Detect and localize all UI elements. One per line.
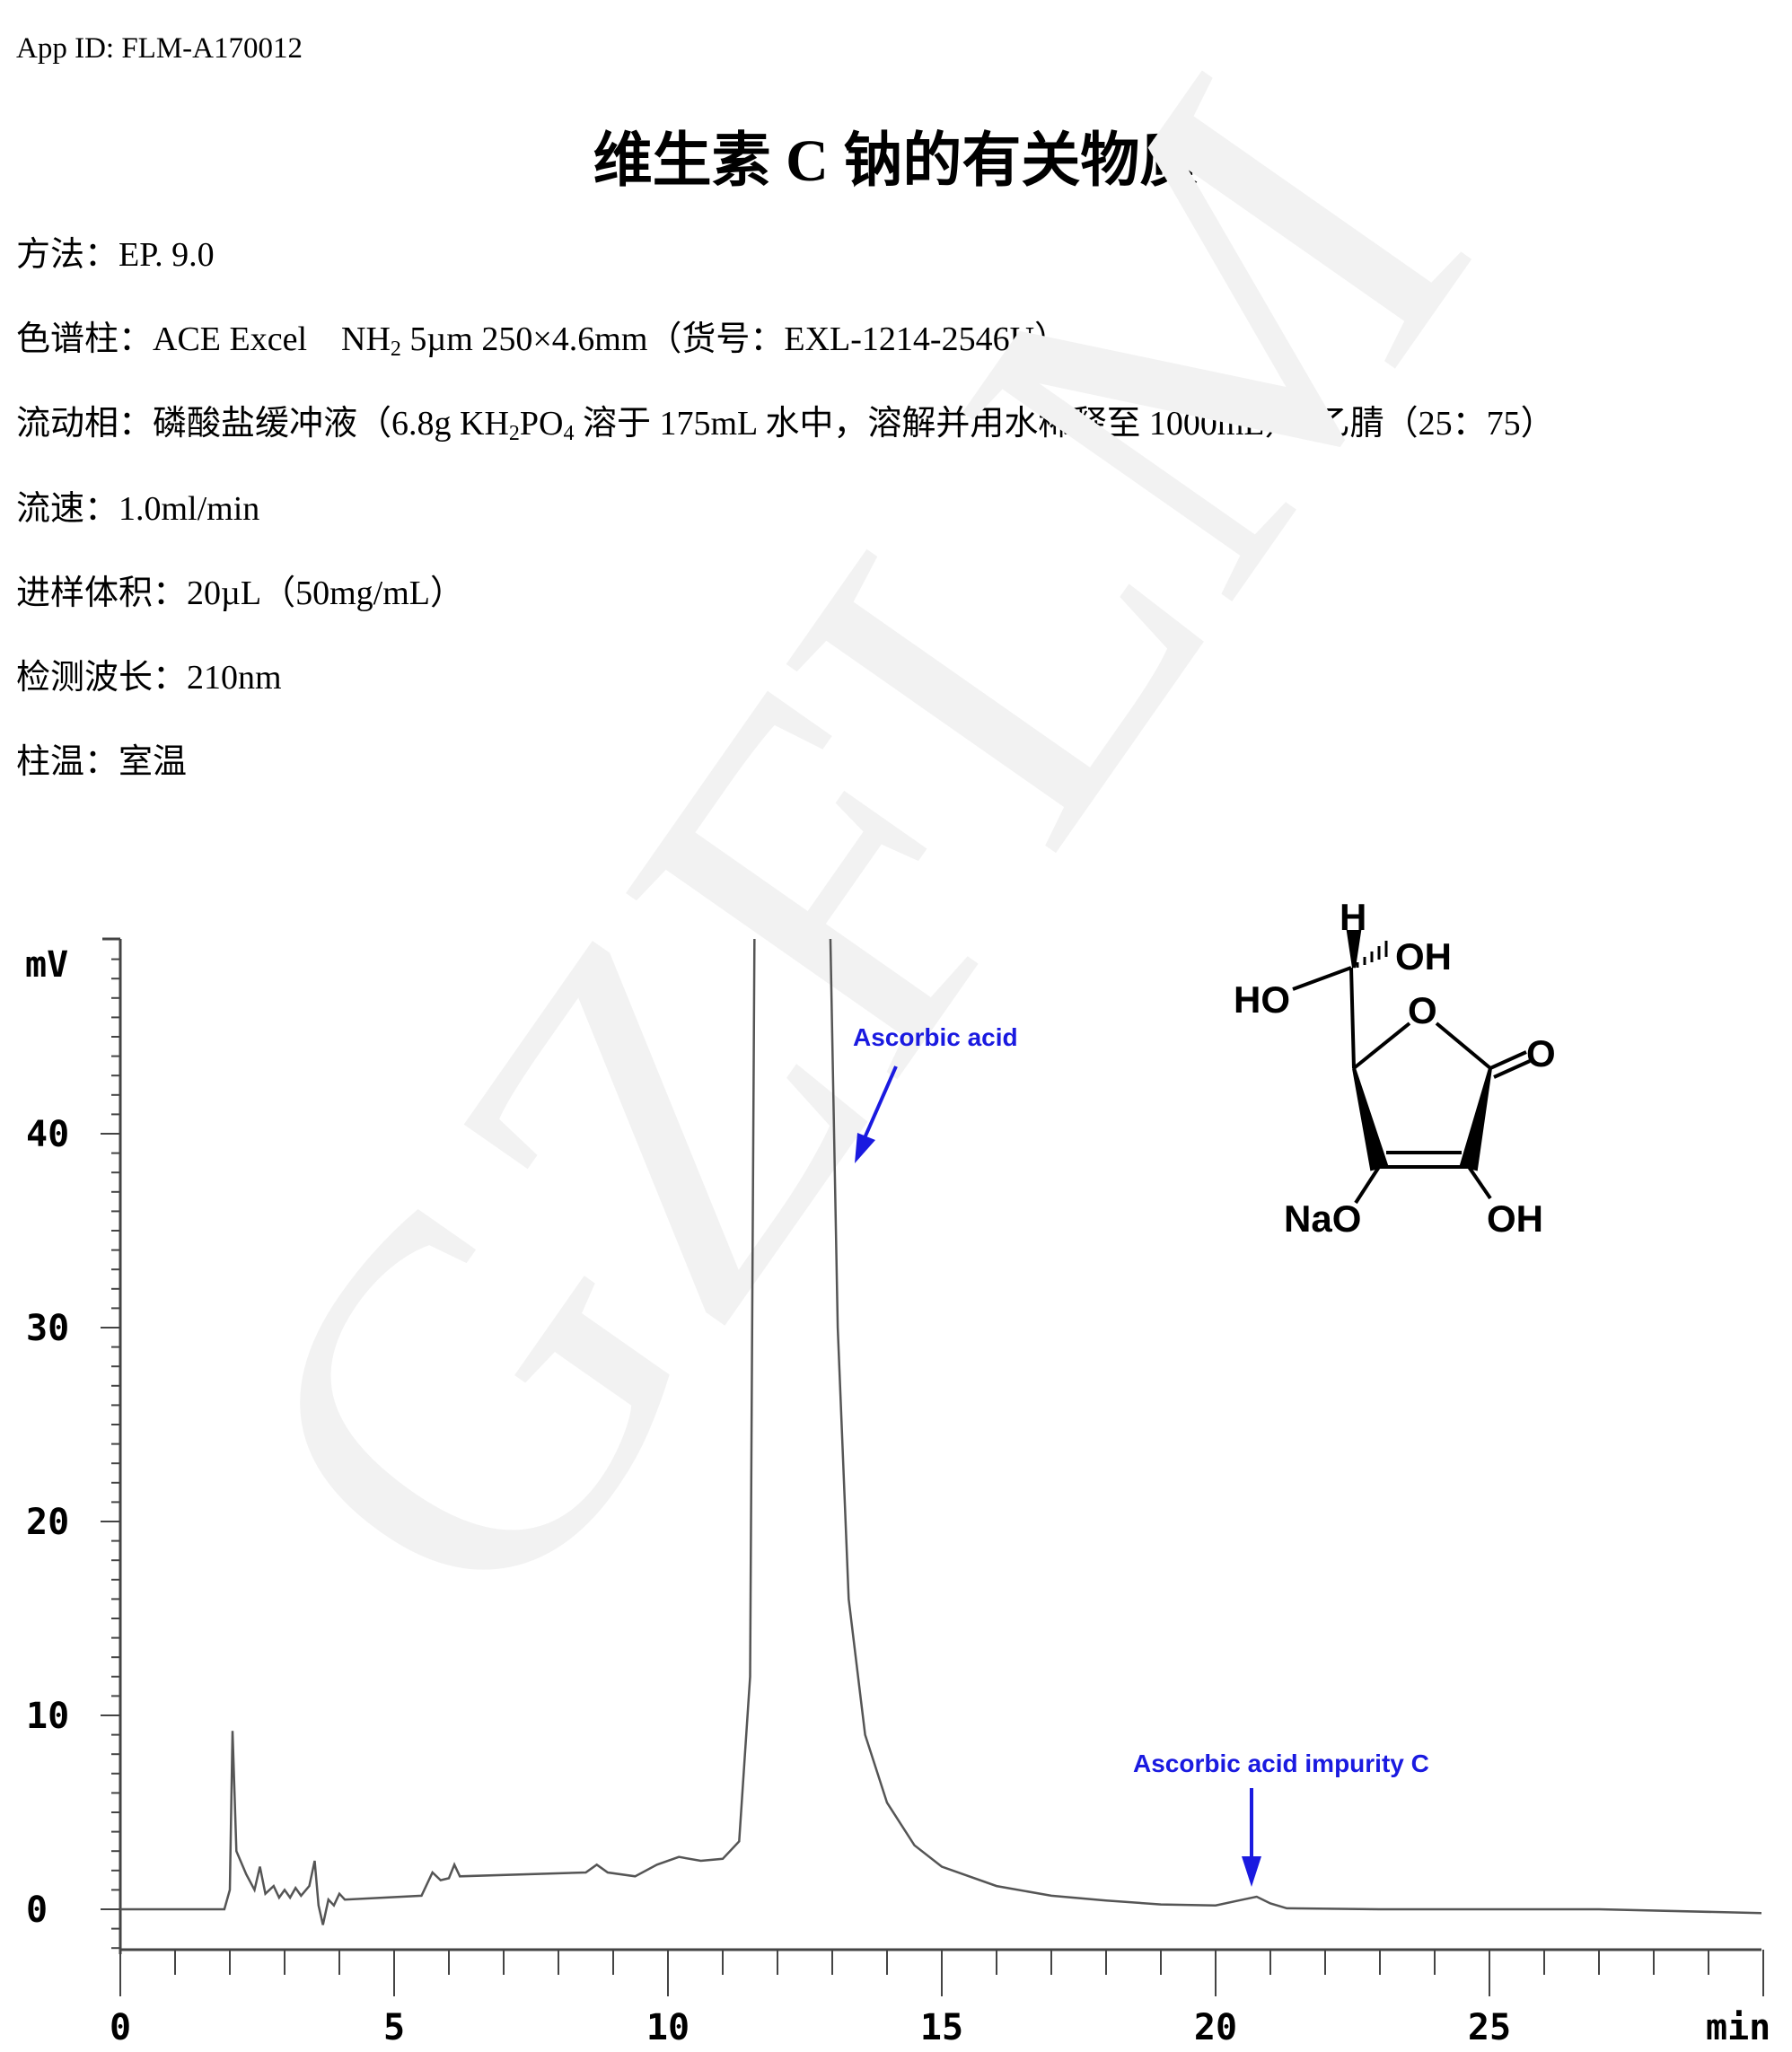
y-tick-label: 30 <box>26 1308 69 1349</box>
temperature-line: 柱温：室温 <box>16 743 188 781</box>
app-id: App ID: FLM-A170012 <box>16 32 303 65</box>
mobile-text-2: PO <box>519 405 564 443</box>
x-tick-label: 10 <box>646 2007 690 2048</box>
column-sub: 2 <box>390 338 401 361</box>
y-axis-label: mV <box>25 944 68 986</box>
x-tick-label: 20 <box>1194 2007 1237 2048</box>
label-o-carbonyl: O <box>1526 1032 1556 1074</box>
y-tick-label: 40 <box>26 1114 69 1155</box>
label-o-ring: O <box>1408 989 1437 1031</box>
wavelength-line: 检测波长：210nm <box>16 659 282 697</box>
page-title: 维生素 C 钠的有关物质 <box>593 128 1199 194</box>
x-tick-label: 0 <box>110 2007 131 2048</box>
injection-line: 进样体积：20µL（50mg/mL） <box>16 574 464 612</box>
y-tick-label: 10 <box>26 1696 69 1737</box>
y-tick-label: 0 <box>26 1890 48 1931</box>
label-nao: NaO <box>1284 1197 1361 1240</box>
label-h: H <box>1340 896 1366 938</box>
flow-line: 流速：1.0ml/min <box>16 490 260 528</box>
label-oh-top: OH <box>1395 935 1452 978</box>
watermark: GZFLM <box>136 0 1569 1706</box>
arrow-icon <box>1242 1788 1261 1887</box>
x-tick-label: 5 <box>383 2007 405 2048</box>
x-axis-label: min <box>1706 2007 1770 2048</box>
mobile-sub-1: 2 <box>508 422 520 445</box>
mobile-phase-line: 流动相：磷酸盐缓冲液（6.8g KH2PO4 溶于 175mL 水中，溶解并用水… <box>16 395 1555 446</box>
mobile-text: 流动相：磷酸盐缓冲液（6.8g KH <box>16 405 509 443</box>
mobile-sub-2: 4 <box>563 422 575 445</box>
annotation-impurity-c: Ascorbic acid impurity C <box>1133 1749 1429 1777</box>
y-tick-label: 20 <box>26 1502 69 1543</box>
x-tick-label: 25 <box>1468 2007 1511 2048</box>
mobile-text-3: 溶于 175mL 水中，溶解并用水稀释至 1000mL）–乙腈（25：75） <box>574 405 1555 443</box>
sodium-ascorbate-structure <box>1292 930 1531 1205</box>
annotation-ascorbic-acid: Ascorbic acid <box>853 1023 1018 1051</box>
label-ho: HO <box>1234 978 1290 1021</box>
hashed-bond <box>1356 941 1388 968</box>
column-text: 色谱柱：ACE Excel NH <box>16 320 391 358</box>
chromatogram-trace <box>120 939 1761 1925</box>
arrow-icon <box>855 1065 898 1163</box>
method-line: 方法：EP. 9.0 <box>16 236 215 274</box>
x-tick-label: 15 <box>920 2007 963 2048</box>
column-text-2: 5µm 250×4.6mm（货号：EXL-1214-2546U） <box>400 320 1069 358</box>
label-oh-bottom: OH <box>1487 1197 1543 1240</box>
column-line: 色谱柱：ACE Excel NH2 5µm 250×4.6mm（货号：EXL-1… <box>16 311 1068 362</box>
